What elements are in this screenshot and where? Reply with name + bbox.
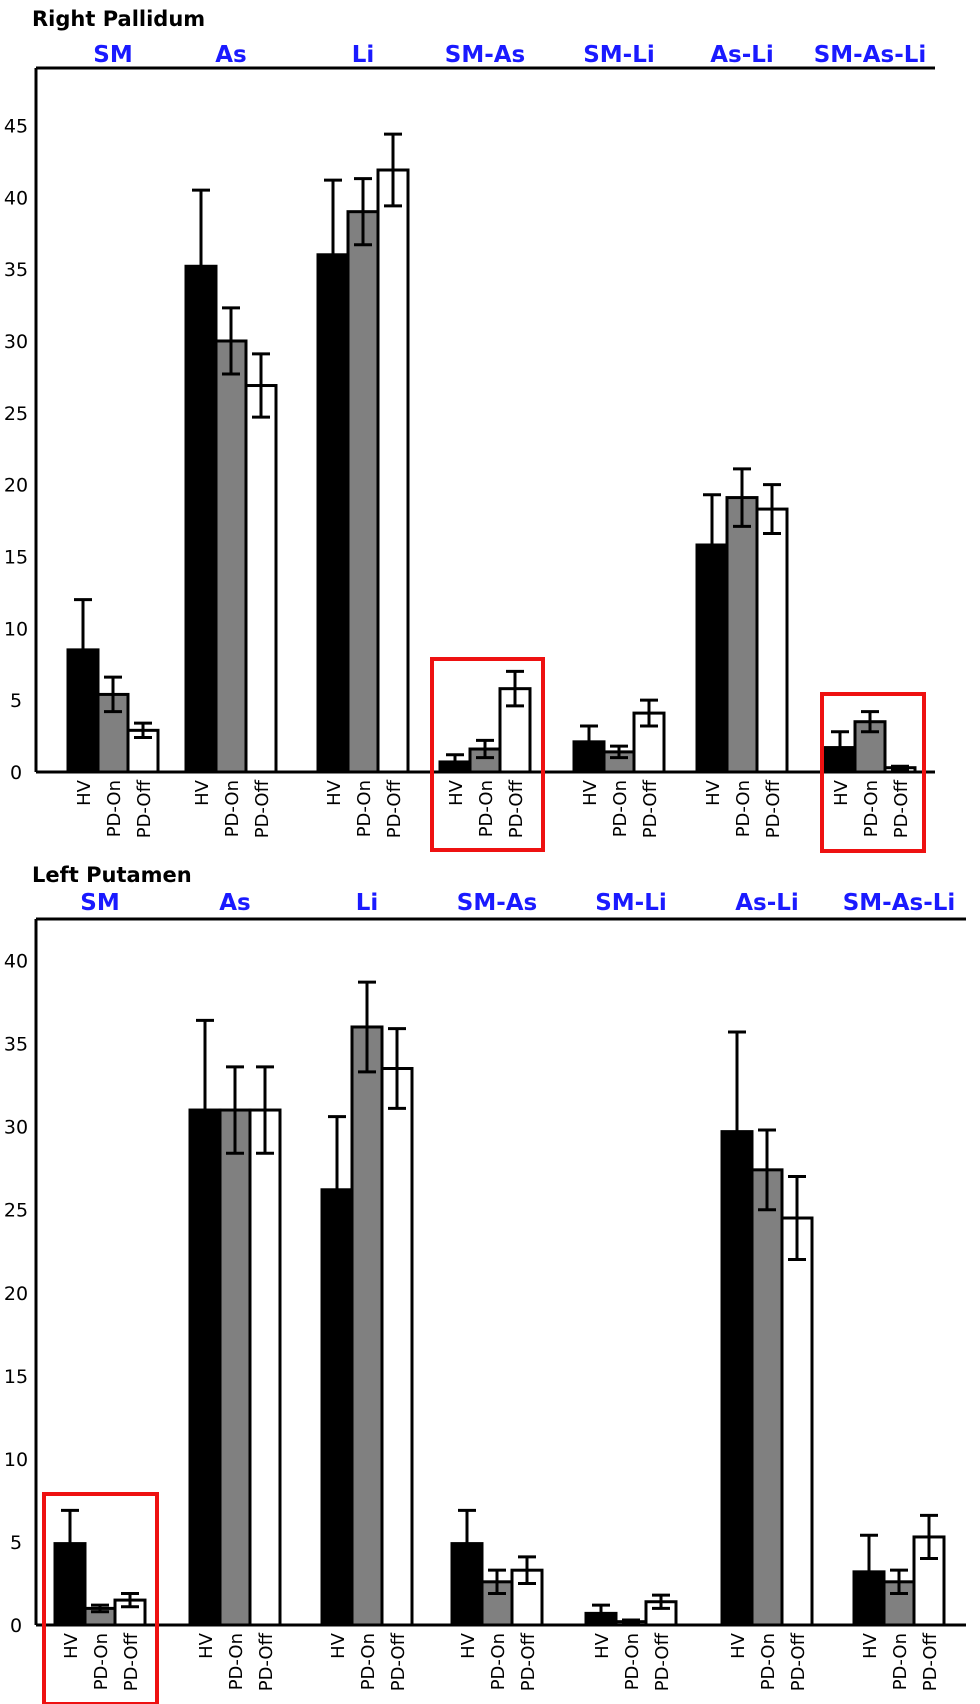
group-label-pd-on: PD-On — [91, 1633, 112, 1690]
y-tick-label: 40 — [4, 187, 28, 209]
region-label-sm-li: SM-Li — [583, 42, 655, 68]
region-label-sm-as-li: SM-As-Li — [843, 890, 956, 916]
region-label-as-li: As-Li — [710, 42, 774, 68]
y-tick-label: 20 — [4, 1283, 28, 1305]
highlight-box — [430, 657, 545, 852]
y-tick-label: 35 — [4, 259, 28, 281]
group-label-hv: HV — [703, 779, 724, 806]
group-label-hv: HV — [728, 1632, 749, 1659]
bar-pd-on-as — [218, 1108, 252, 1627]
bar-hv-li — [316, 253, 350, 774]
group-label-pd-on: PD-On — [733, 780, 754, 837]
group-label-hv: HV — [61, 1632, 82, 1659]
group-label-hv: HV — [328, 1632, 349, 1659]
group-label-pd-on: PD-On — [226, 1633, 247, 1690]
group-label-pd-off: PD-Off — [518, 1632, 539, 1691]
bar-pd-on-sm-as-li — [853, 720, 887, 774]
group-label-pd-off: PD-Off — [640, 779, 661, 838]
group-label-pd-off: PD-Off — [652, 1632, 673, 1691]
group-label-pd-off: PD-Off — [256, 1632, 277, 1691]
chart-title: Right Pallidum — [32, 7, 205, 31]
region-label-sm-li: SM-Li — [595, 890, 667, 916]
bar-pd-on-as-li — [725, 496, 759, 774]
y-tick-label: 5 — [10, 690, 22, 712]
y-tick-label: 30 — [4, 331, 28, 353]
region-label-sm: SM — [80, 890, 119, 916]
region-label-as: As — [215, 42, 247, 68]
group-label-pd-off: PD-Off — [506, 779, 527, 838]
bar-pd-off-as-li — [755, 507, 789, 774]
group-label-hv: HV — [860, 1632, 881, 1659]
y-tick-label: 25 — [4, 1200, 28, 1222]
y-tick-label: 45 — [4, 115, 28, 137]
bar-pd-off-li — [376, 168, 410, 774]
group-label-pd-on: PD-On — [222, 780, 243, 837]
group-label-pd-off: PD-Off — [891, 779, 912, 838]
group-label-hv: HV — [196, 1632, 217, 1659]
group-label-pd-off: PD-Off — [252, 779, 273, 838]
group-label-pd-off: PD-Off — [788, 1632, 809, 1691]
y-tick-label: 5 — [10, 1532, 22, 1554]
bar-pd-off-as-li — [780, 1216, 814, 1627]
group-label-hv: HV — [74, 779, 95, 806]
group-label-pd-on: PD-On — [354, 780, 375, 837]
group-label-hv: HV — [592, 1632, 613, 1659]
group-label-pd-on: PD-On — [610, 780, 631, 837]
region-label-sm: SM — [93, 42, 132, 68]
highlight-box — [820, 692, 926, 853]
group-label-pd-on: PD-On — [476, 780, 497, 837]
group-label-hv: HV — [446, 779, 467, 806]
bar-pd-on-li — [350, 1025, 384, 1627]
y-tick-label: 25 — [4, 403, 28, 425]
y-tick-label: 15 — [4, 546, 28, 568]
group-label-hv: HV — [831, 779, 852, 806]
group-label-pd-off: PD-Off — [384, 779, 405, 838]
region-label-li: Li — [356, 890, 379, 916]
group-label-pd-on: PD-On — [104, 780, 125, 837]
y-tick-label: 30 — [4, 1117, 28, 1139]
chart-title: Left Putamen — [32, 863, 192, 887]
bar-pd-on-li — [346, 210, 380, 774]
bar-pd-on-as-li — [750, 1168, 784, 1627]
group-label-hv: HV — [324, 779, 345, 806]
region-label-sm-as: SM-As — [445, 42, 526, 68]
group-label-pd-off: PD-Off — [121, 1632, 142, 1691]
y-tick-label: 10 — [4, 618, 28, 640]
y-tick-label: 35 — [4, 1034, 28, 1056]
bar-pd-on-as — [214, 339, 248, 774]
y-tick-label: 0 — [10, 1615, 22, 1637]
group-label-pd-off: PD-Off — [920, 1632, 941, 1691]
y-tick-label: 0 — [10, 762, 22, 784]
group-label-pd-off: PD-Off — [763, 779, 784, 838]
bar-pd-off-as — [244, 384, 278, 774]
group-label-pd-on: PD-On — [488, 1633, 509, 1690]
group-label-pd-on: PD-On — [861, 780, 882, 837]
group-label-pd-on: PD-On — [358, 1633, 379, 1690]
region-label-sm-as: SM-As — [457, 890, 538, 916]
bar-pd-off-as — [248, 1108, 282, 1627]
group-label-hv: HV — [458, 1632, 479, 1659]
group-label-pd-on: PD-On — [622, 1633, 643, 1690]
bar-pd-off-li — [380, 1067, 414, 1627]
group-label-pd-on: PD-On — [890, 1633, 911, 1690]
group-label-pd-on: PD-On — [758, 1633, 779, 1690]
y-tick-label: 20 — [4, 475, 28, 497]
region-label-as-li: As-Li — [735, 890, 799, 916]
y-tick-label: 15 — [4, 1366, 28, 1388]
bar-pd-off-sm — [113, 1598, 147, 1627]
y-tick-label: 40 — [4, 951, 28, 973]
highlight-box — [42, 1492, 159, 1704]
region-label-sm-as-li: SM-As-Li — [814, 42, 927, 68]
group-label-hv: HV — [580, 779, 601, 806]
group-label-hv: HV — [192, 779, 213, 806]
group-label-pd-off: PD-Off — [388, 1632, 409, 1691]
group-label-pd-off: PD-Off — [134, 779, 155, 838]
region-label-as: As — [219, 890, 251, 916]
y-tick-label: 10 — [4, 1449, 28, 1471]
region-label-li: Li — [352, 42, 375, 68]
